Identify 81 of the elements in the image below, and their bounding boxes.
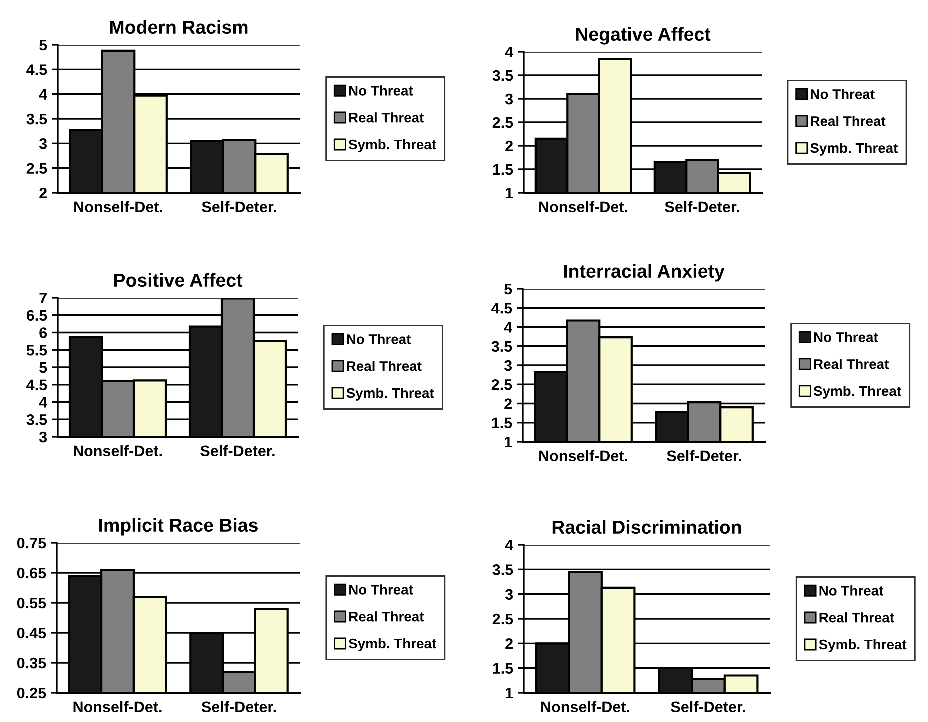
y-tick-label: 0.35 <box>17 658 46 669</box>
legend-label: Symb. Threat <box>814 386 902 399</box>
legend-label: No Threat <box>349 86 414 96</box>
y-tick-label: 0.65 <box>17 568 46 579</box>
y-tick-label: 1 <box>506 188 514 199</box>
x-tick-label: Nonself-Det. <box>74 445 162 457</box>
chart-title: Modern Racism <box>110 20 248 34</box>
y-tick-label: 5.5 <box>26 345 48 356</box>
y-tick-label: 3.5 <box>492 70 514 82</box>
y-tick-label: 6.5 <box>26 310 48 322</box>
y-tick-label: 0.55 <box>17 598 46 609</box>
chart-title: Implicit Race Bias <box>100 518 258 536</box>
x-tick-label: Nonself-Det. <box>540 201 628 213</box>
chart-title: Negative Affect <box>576 27 711 45</box>
y-tick-label: 1.5 <box>492 418 512 429</box>
x-tick-label: Self-Deter. <box>200 445 275 457</box>
chart-title: Interracial Anxiety <box>564 264 725 282</box>
legend-label: Real Threat <box>350 612 424 622</box>
y-tick-label: 1.5 <box>493 164 514 176</box>
y-tick-label: 3.5 <box>26 414 48 426</box>
y-tick-label: 3 <box>505 589 514 600</box>
y-tick-label: 7 <box>40 293 47 304</box>
chart-title: Racial Discrimination <box>552 520 742 534</box>
legend-label: No Threat <box>820 586 884 596</box>
y-tick-label: 0.25 <box>17 688 46 699</box>
legend-label: No Threat <box>347 334 412 344</box>
legend-label: Real Threat <box>349 112 424 123</box>
legend-label: No Threat <box>811 89 875 100</box>
y-tick-label: 3.5 <box>492 341 512 352</box>
legend-label: No Threat <box>814 332 878 342</box>
legend-label: No Threat <box>350 584 414 595</box>
y-tick-label: 2 <box>504 398 512 410</box>
y-tick-label: 4.5 <box>492 303 512 314</box>
y-tick-label: 3 <box>39 432 48 443</box>
legend-label: Real Threat <box>814 359 889 370</box>
y-tick-label: 1.5 <box>493 663 514 674</box>
chart-title: Positive Affect <box>114 273 243 288</box>
y-tick-label: 2 <box>40 188 47 199</box>
legend-label: Symb. Threat <box>349 638 436 652</box>
y-tick-label: 4 <box>505 47 514 58</box>
legend-label: Symb. Threat <box>810 142 898 156</box>
y-tick-label: 0.75 <box>17 538 46 549</box>
y-tick-label: 4 <box>505 540 514 551</box>
y-tick-label: 1 <box>505 437 512 448</box>
y-tick-label: 5 <box>504 284 512 295</box>
y-tick-label: 2.5 <box>26 163 48 174</box>
y-tick-label: 0.45 <box>17 628 46 639</box>
x-tick-label: Nonself-Det. <box>74 201 162 213</box>
y-tick-label: 2 <box>506 140 513 152</box>
y-tick-label: 5 <box>40 40 48 51</box>
y-tick-label: 3 <box>505 94 514 105</box>
legend-label: Symb. Threat <box>348 139 436 152</box>
y-tick-label: 2.5 <box>492 614 514 625</box>
y-tick-label: 3 <box>504 360 512 372</box>
y-tick-label: 2.5 <box>492 379 512 390</box>
x-tick-label: Nonself-Det. <box>540 450 628 462</box>
legend-label: Real Threat <box>347 361 422 372</box>
x-tick-label: Nonself-Det. <box>542 701 630 713</box>
legend-label: Real Threat <box>811 116 886 126</box>
x-tick-label: Self-Deter. <box>671 701 746 713</box>
x-tick-label: Nonself-Det. <box>74 701 162 713</box>
x-tick-label: Self-Deter. <box>665 201 740 213</box>
y-tick-label: 2 <box>506 638 513 650</box>
y-tick-label: 4.5 <box>26 380 48 391</box>
y-tick-label: 4 <box>39 397 48 408</box>
y-tick-label: 5 <box>40 362 48 374</box>
legend-label: Symb. Threat <box>346 388 434 401</box>
x-tick-label: Self-Deter. <box>667 450 742 462</box>
y-tick-label: 4.5 <box>26 64 48 76</box>
y-tick-label: 1 <box>506 688 514 699</box>
y-tick-label: 3 <box>39 138 48 150</box>
x-tick-label: Self-Deter. <box>202 701 276 713</box>
x-tick-label: Self-Deter. <box>202 201 276 213</box>
y-tick-label: 3.5 <box>492 564 514 576</box>
y-tick-label: 4 <box>504 322 512 333</box>
y-tick-label: 2.5 <box>492 117 514 128</box>
y-tick-label: 4 <box>39 89 48 100</box>
legend-label: Real Threat <box>820 612 894 623</box>
y-tick-label: 3.5 <box>26 114 48 125</box>
legend-label: Symb. Threat <box>819 639 907 652</box>
y-tick-label: 6 <box>40 328 48 338</box>
